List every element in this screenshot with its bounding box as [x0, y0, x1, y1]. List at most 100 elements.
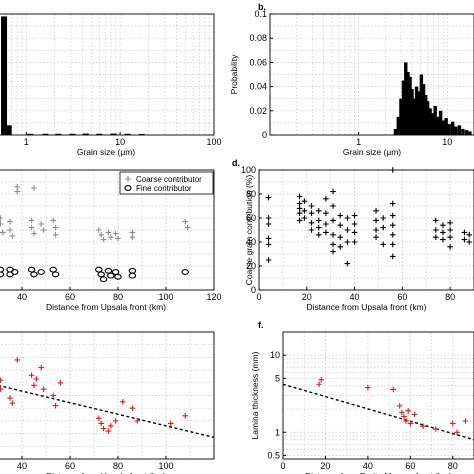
data-point	[461, 236, 468, 243]
y-tick-label: 0.02	[249, 106, 267, 116]
data-point	[344, 239, 351, 245]
y-tick-label: 0.04	[249, 82, 267, 92]
histogram-bar	[124, 133, 131, 135]
histogram-bar	[438, 110, 443, 135]
x-tick-label: 100	[158, 461, 173, 471]
histogram-bar	[450, 121, 455, 135]
data-point	[301, 208, 308, 214]
histogram-bar	[412, 98, 416, 135]
x-tick-labels: 1 10	[356, 132, 452, 147]
histogram-bar	[414, 86, 419, 135]
y-axis-label: Probability	[229, 54, 239, 94]
data-point	[351, 239, 358, 245]
x-axis-label: Grain size (μm)	[343, 147, 401, 157]
x-tick-label: 0	[256, 292, 261, 302]
y-tick-label: 0.08	[249, 33, 267, 43]
x-tick-label: 10	[115, 137, 125, 147]
histogram-bar	[461, 128, 465, 135]
panel-d: 0 20 40 60 80 0 20 40 60 80 100 Distance from Upsal…	[232, 158, 474, 312]
data-point	[351, 229, 358, 236]
histogram-bar	[423, 95, 428, 135]
x-axis-label: Distance from Perito Moreno front (km)	[305, 471, 452, 474]
x-axis-label: Distance from Upsala front (km)	[46, 471, 166, 474]
data-point	[389, 212, 396, 219]
data-point	[112, 230, 119, 237]
series-0	[265, 167, 473, 267]
data-point	[31, 382, 37, 389]
x-tick-label: 80	[448, 461, 458, 471]
data-point	[99, 276, 108, 283]
axes-frame	[0, 331, 215, 460]
data-point	[105, 229, 112, 236]
x-tick-labels: 1 10 100	[24, 132, 222, 147]
histogram-bar	[468, 131, 472, 135]
data-point	[432, 227, 439, 233]
y-tick-labels: 0 20 40 60 80 100	[241, 165, 262, 295]
data-point	[401, 413, 407, 420]
data-point	[315, 217, 322, 224]
x-tick-label: 100	[206, 137, 221, 147]
data-point	[308, 220, 315, 226]
data-point	[390, 386, 397, 393]
histogram-bar	[428, 108, 432, 135]
x-tick-label: 40	[363, 461, 373, 471]
data-point	[308, 227, 315, 233]
data-point	[432, 234, 439, 240]
data-point	[182, 413, 188, 419]
panel-b: 1 10 0 0.02 0.04 0.06 0.08 0.1 Grain size (μm) Pr…	[229, 2, 474, 157]
data-point	[337, 234, 344, 240]
data-point	[315, 224, 322, 231]
y-tick-label: 80	[246, 189, 256, 199]
data-point	[301, 198, 308, 204]
x-tick-label: 1	[356, 137, 361, 147]
data-point	[38, 221, 44, 227]
histogram-bar	[110, 133, 117, 135]
y-axis-label: Lamina thickness (mm)	[250, 351, 260, 439]
data-point	[115, 235, 121, 242]
data-point	[98, 232, 104, 238]
histogram-bar	[82, 133, 89, 135]
data-point	[28, 224, 35, 231]
data-point	[296, 200, 303, 207]
x-tick-label: 60	[65, 461, 75, 471]
histogram-bar	[457, 125, 462, 135]
data-point	[38, 364, 44, 371]
data-point	[9, 233, 16, 239]
data-point	[0, 271, 5, 278]
data-point	[389, 222, 396, 228]
data-point	[0, 377, 4, 384]
data-point	[389, 200, 396, 207]
x-tick-label: 60	[397, 292, 407, 302]
panel-letter: d.	[232, 158, 240, 168]
data-point	[337, 244, 344, 250]
legend-box	[119, 171, 214, 195]
histogram-bar	[1, 16, 8, 136]
histogram-bar	[404, 62, 408, 135]
data-point	[389, 241, 396, 248]
data-point	[432, 217, 439, 224]
data-point	[184, 224, 191, 231]
data-point	[28, 217, 35, 224]
data-point	[108, 234, 114, 240]
data-point	[330, 248, 336, 255]
x-tick-label: 80	[113, 461, 123, 471]
data-point	[308, 203, 315, 209]
data-point	[31, 230, 37, 237]
data-point	[389, 253, 396, 260]
x-tick-label: 60	[405, 461, 415, 471]
histogram-bar	[55, 133, 62, 135]
histogram-bar	[96, 133, 103, 135]
y-tick-label: 100	[241, 165, 256, 175]
trend-line	[0, 385, 215, 439]
data-point	[351, 221, 358, 227]
histogram-bar	[419, 74, 424, 135]
histogram-bar	[410, 89, 414, 135]
histogram-bar	[421, 84, 426, 135]
data-point	[134, 418, 140, 424]
x-tick-labels: 0 20 40 60 80	[280, 456, 458, 471]
data-point	[100, 425, 107, 432]
data-point	[318, 376, 324, 383]
data-point	[466, 239, 473, 245]
x-tick-labels: 0 20 40 60 80	[256, 287, 455, 302]
histogram-bar	[406, 72, 410, 135]
